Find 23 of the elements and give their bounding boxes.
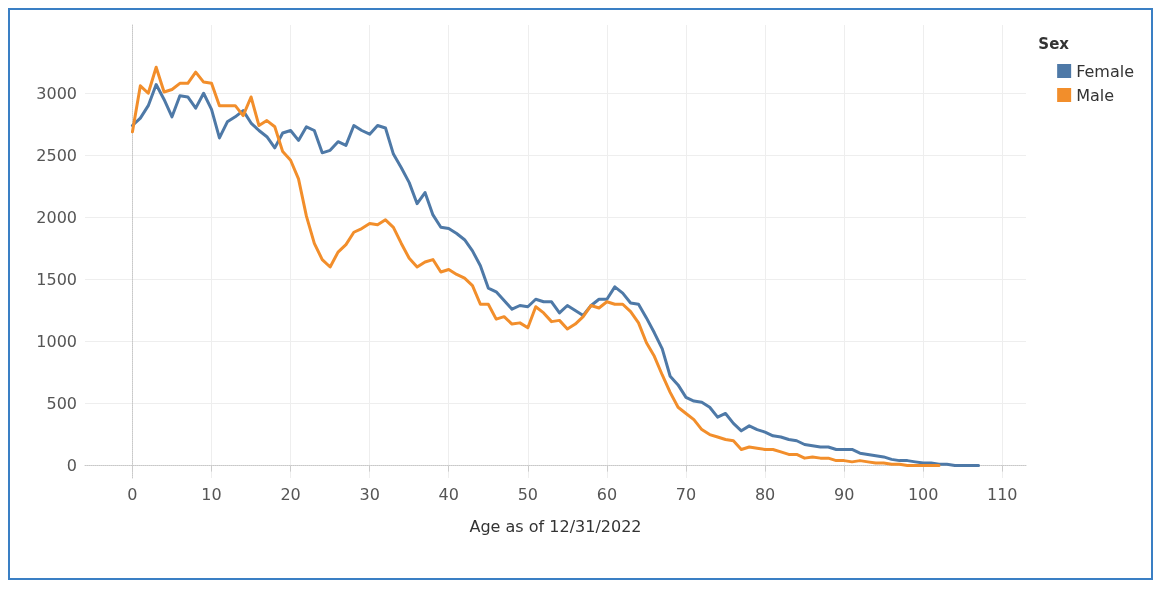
x-tick-label: 110 (987, 484, 1018, 504)
x-tick-label: 90 (833, 484, 855, 504)
y-tick-label: 2500 (36, 145, 77, 165)
y-tick-label: 2000 (36, 207, 77, 227)
x-tick-label: 100 (907, 484, 939, 504)
y-tick-label: 1500 (36, 269, 77, 289)
y-tick-label: 1000 (36, 331, 77, 351)
legend-label: Female (1076, 61, 1135, 81)
y-tick-label: 3000 (36, 83, 77, 103)
x-axis-title: Age as of 12/31/2022 (469, 516, 642, 536)
x-tick-label: 80 (754, 484, 776, 504)
x-tick-label: 50 (517, 484, 538, 504)
x-tick-label: 70 (675, 484, 697, 504)
y-tick-label: 500 (46, 394, 77, 414)
legend-label: Male (1076, 85, 1115, 105)
legend-title: Sex (1038, 34, 1070, 53)
x-tick-label: 20 (280, 484, 301, 504)
x-tick-label: 30 (359, 484, 380, 504)
x-tick-label: 10 (201, 484, 222, 504)
x-tick-label: 60 (596, 484, 618, 504)
x-tick-label: 0 (127, 484, 138, 504)
y-tick-label: 0 (66, 456, 77, 476)
x-tick-label: 40 (438, 484, 459, 504)
